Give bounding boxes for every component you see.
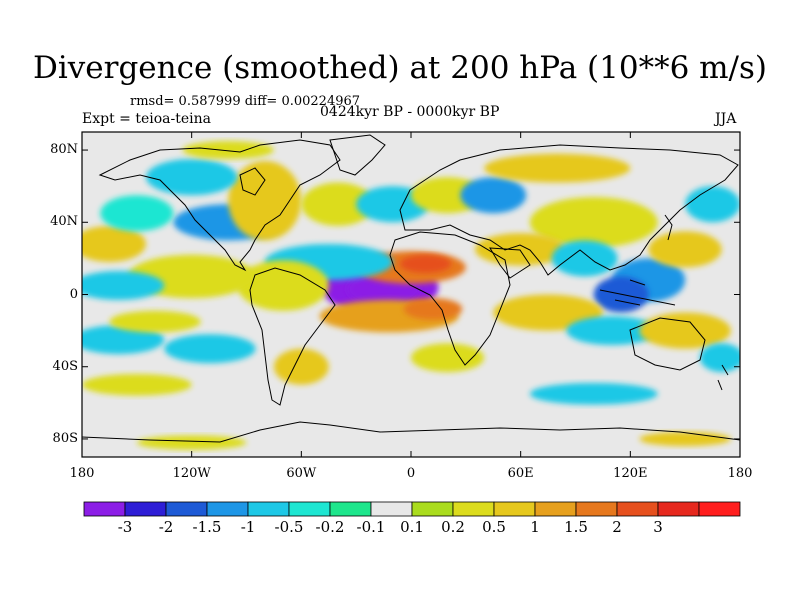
colorbar-swatch-7 [370, 501, 413, 517]
divergence-field [82, 141, 740, 450]
field-region-25 [648, 231, 722, 268]
colorbar-swatch-8 [411, 501, 454, 517]
field-region-34 [273, 348, 329, 385]
lon-tick-label: 0 [406, 466, 416, 481]
colorbar-label: 0.1 [400, 518, 424, 536]
field-region-36 [82, 373, 192, 396]
coastline-indonesia [599, 279, 676, 306]
plot-title: Divergence (smoothed) at 200 hPa (10**6 … [33, 50, 767, 86]
season-label: JJA [715, 111, 737, 127]
field-region-13 [145, 159, 238, 196]
field-region-29 [639, 312, 731, 349]
lat-tick-label: 40S [52, 358, 78, 374]
field-region-32 [164, 334, 256, 364]
field-region-27 [493, 294, 603, 331]
field-region-33 [109, 310, 201, 333]
colorbar [83, 501, 741, 517]
colorbar-swatch-5 [288, 501, 331, 517]
coastline-north-america [98, 139, 341, 272]
colorbar-swatch-0 [83, 501, 126, 517]
colorbar-swatch-15 [698, 501, 741, 517]
colorbar-swatch-4 [247, 501, 290, 517]
field-region-21 [474, 233, 567, 266]
colorbar-swatch-3 [206, 501, 249, 517]
field-region-3 [400, 254, 452, 273]
colorbar-swatch-10 [493, 501, 536, 517]
colorbar-label: -1 [240, 518, 256, 536]
experiment-label: Expt = teioa-teina [82, 111, 211, 127]
lon-tick-label: 120W [172, 466, 211, 481]
colorbar-label: 1.5 [564, 518, 588, 536]
lat-tick-label: 0 [69, 286, 78, 302]
rmsd-diff-stats: rmsd= 0.587999 diff= 0.00224967 [130, 94, 361, 109]
field-region-22 [551, 240, 618, 277]
coastline-australia [629, 317, 706, 371]
field-region-20 [529, 197, 658, 248]
lat-tick-label: 80N [50, 142, 78, 158]
axis-ticks [81, 132, 741, 457]
coastline-greenland [329, 134, 386, 176]
coastline-japan [664, 214, 673, 241]
field-region-30 [699, 343, 740, 373]
colorbar-swatch-14 [657, 501, 700, 517]
field-region-12 [228, 160, 302, 241]
field-region-9 [82, 271, 165, 300]
coastline-africa [389, 231, 511, 366]
colorbar-label: -0.5 [274, 518, 304, 536]
colorbar-swatch-1 [124, 501, 167, 517]
coastline-south-america [249, 267, 336, 406]
colorbar-label: 0.5 [482, 518, 506, 536]
field-region-14 [100, 195, 174, 232]
colorbar-swatch-9 [452, 501, 495, 517]
coastline-new-zealand [717, 364, 729, 391]
field-region-28 [566, 316, 658, 346]
lon-tick-label: 180 [69, 466, 95, 481]
colorbar-label: -2 [158, 518, 174, 536]
colorbar-swatch-13 [616, 501, 659, 517]
colorbar-swatch-6 [329, 501, 372, 517]
lon-tick-label: 180 [727, 466, 753, 481]
colorbar-label: 3 [653, 518, 663, 536]
field-region-40 [182, 141, 274, 160]
field-region-10 [82, 225, 146, 262]
colorbar-label: 2 [612, 518, 622, 536]
colorbar-label: -0.2 [315, 518, 345, 536]
field-region-35 [411, 343, 485, 373]
colorbar-label: 1 [530, 518, 540, 536]
field-region-26 [685, 186, 740, 223]
coastline-hudson-bay [239, 167, 266, 196]
field-region-18 [460, 177, 527, 214]
lon-tick-label: 60E [507, 466, 534, 481]
colorbar-label: -0.1 [356, 518, 386, 536]
field-region-15 [301, 182, 375, 226]
period-label: 0424kyr BP - 0000kyr BP [320, 104, 500, 120]
lat-tick-label: 40N [50, 214, 78, 230]
colorbar-label: -3 [117, 518, 133, 536]
field-region-39 [639, 431, 731, 447]
field-region-31 [82, 325, 165, 355]
colorbar-swatch-2 [165, 501, 208, 517]
field-region-38 [136, 435, 247, 450]
colorbar-swatch-11 [534, 501, 577, 517]
colorbar-label: -1.5 [192, 518, 222, 536]
colorbar-swatch-12 [575, 501, 618, 517]
lon-tick-label: 60W [286, 466, 317, 481]
colorbar-label: 0.2 [441, 518, 465, 536]
lat-tick-label: 80S [52, 430, 78, 446]
coastlines [82, 134, 740, 443]
lon-tick-label: 120E [613, 466, 648, 481]
coastline-arabia [489, 247, 531, 279]
coastline-eurasia [399, 144, 739, 276]
field-region-37 [529, 382, 658, 405]
coastline-antarctica [82, 421, 740, 443]
field-region-19 [484, 153, 631, 183]
field-region-5 [403, 298, 463, 320]
